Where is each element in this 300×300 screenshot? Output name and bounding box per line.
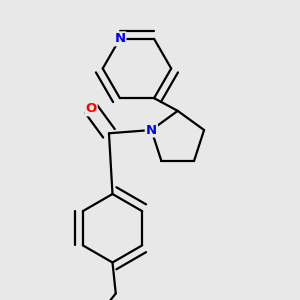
Text: N: N (146, 124, 157, 136)
Text: O: O (85, 102, 97, 115)
Text: N: N (114, 32, 125, 45)
